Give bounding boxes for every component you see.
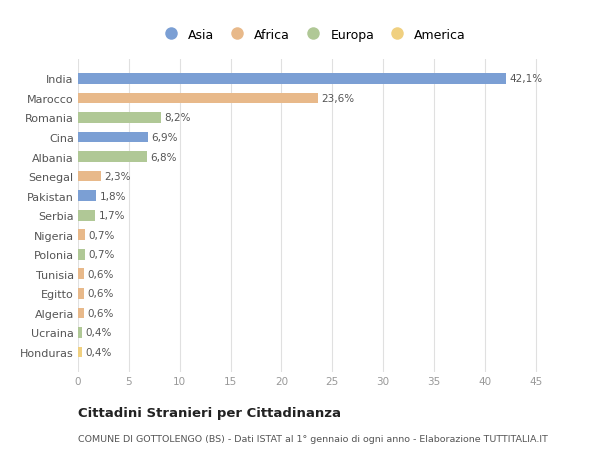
Text: 0,6%: 0,6%	[87, 289, 113, 299]
Text: 8,2%: 8,2%	[164, 113, 191, 123]
Bar	[78, 93, 318, 104]
Text: 6,9%: 6,9%	[151, 133, 178, 143]
Bar	[78, 327, 82, 338]
Bar	[78, 269, 84, 280]
Bar	[78, 347, 82, 358]
Text: 0,6%: 0,6%	[87, 269, 113, 279]
Bar	[78, 171, 101, 182]
Text: 42,1%: 42,1%	[509, 74, 542, 84]
Bar	[78, 74, 506, 84]
Text: 23,6%: 23,6%	[321, 94, 354, 104]
Bar	[78, 288, 84, 299]
Bar	[78, 132, 148, 143]
Text: 0,7%: 0,7%	[88, 230, 115, 240]
Text: Cittadini Stranieri per Cittadinanza: Cittadini Stranieri per Cittadinanza	[78, 406, 341, 419]
Bar	[78, 210, 95, 221]
Text: 0,6%: 0,6%	[87, 308, 113, 318]
Text: 1,8%: 1,8%	[100, 191, 126, 201]
Text: COMUNE DI GOTTOLENGO (BS) - Dati ISTAT al 1° gennaio di ogni anno - Elaborazione: COMUNE DI GOTTOLENGO (BS) - Dati ISTAT a…	[78, 434, 548, 443]
Text: 2,3%: 2,3%	[104, 172, 131, 182]
Legend: Asia, Africa, Europa, America: Asia, Africa, Europa, America	[158, 28, 466, 41]
Bar	[78, 308, 84, 319]
Bar	[78, 113, 161, 123]
Text: 0,7%: 0,7%	[88, 250, 115, 260]
Text: 1,7%: 1,7%	[98, 211, 125, 221]
Bar	[78, 230, 85, 241]
Text: 0,4%: 0,4%	[85, 347, 112, 357]
Bar	[78, 191, 97, 202]
Text: 6,8%: 6,8%	[150, 152, 177, 162]
Bar	[78, 249, 85, 260]
Text: 0,4%: 0,4%	[85, 328, 112, 338]
Bar	[78, 152, 147, 162]
